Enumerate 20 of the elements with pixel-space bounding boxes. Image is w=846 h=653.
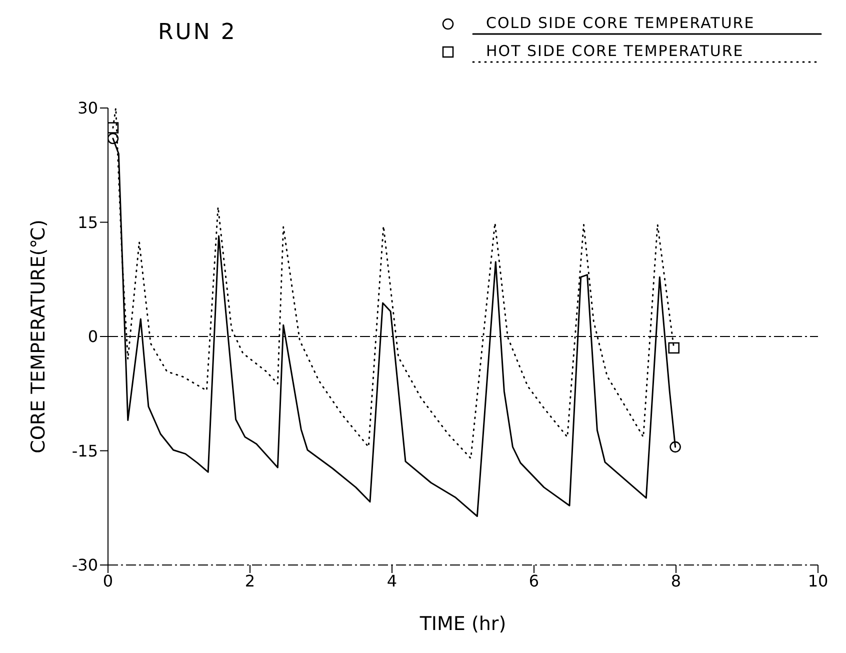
x-tick-label: 2 [244,571,256,590]
x-tick-label: 0 [102,571,114,590]
point [108,122,119,134]
legend-label: HOT SIDE CORE TEMPERATURE [485,42,745,60]
y-axis-title: CORE TEMPERATURE(℃) [28,220,50,454]
x-tick-label: 6 [528,571,540,590]
y-tick-label: 15 [78,212,98,232]
y-tick-label: -30 [72,556,98,575]
chart-title: RUN 2 [158,20,237,45]
x-axis-title: TIME (hr) [418,613,506,635]
x-tick-label: 8 [670,571,682,590]
legend-label: COLD SIDE CORE TEMPERATURE [485,14,756,32]
y-tick-label: 0 [88,327,98,346]
y-tick-label: -15 [72,441,98,460]
point [108,132,119,144]
x-tick-label: 10 [808,571,828,590]
y-tick-label: 30 [78,98,98,118]
x-tick-label: 4 [386,571,398,590]
point [670,441,681,453]
point [668,342,680,354]
